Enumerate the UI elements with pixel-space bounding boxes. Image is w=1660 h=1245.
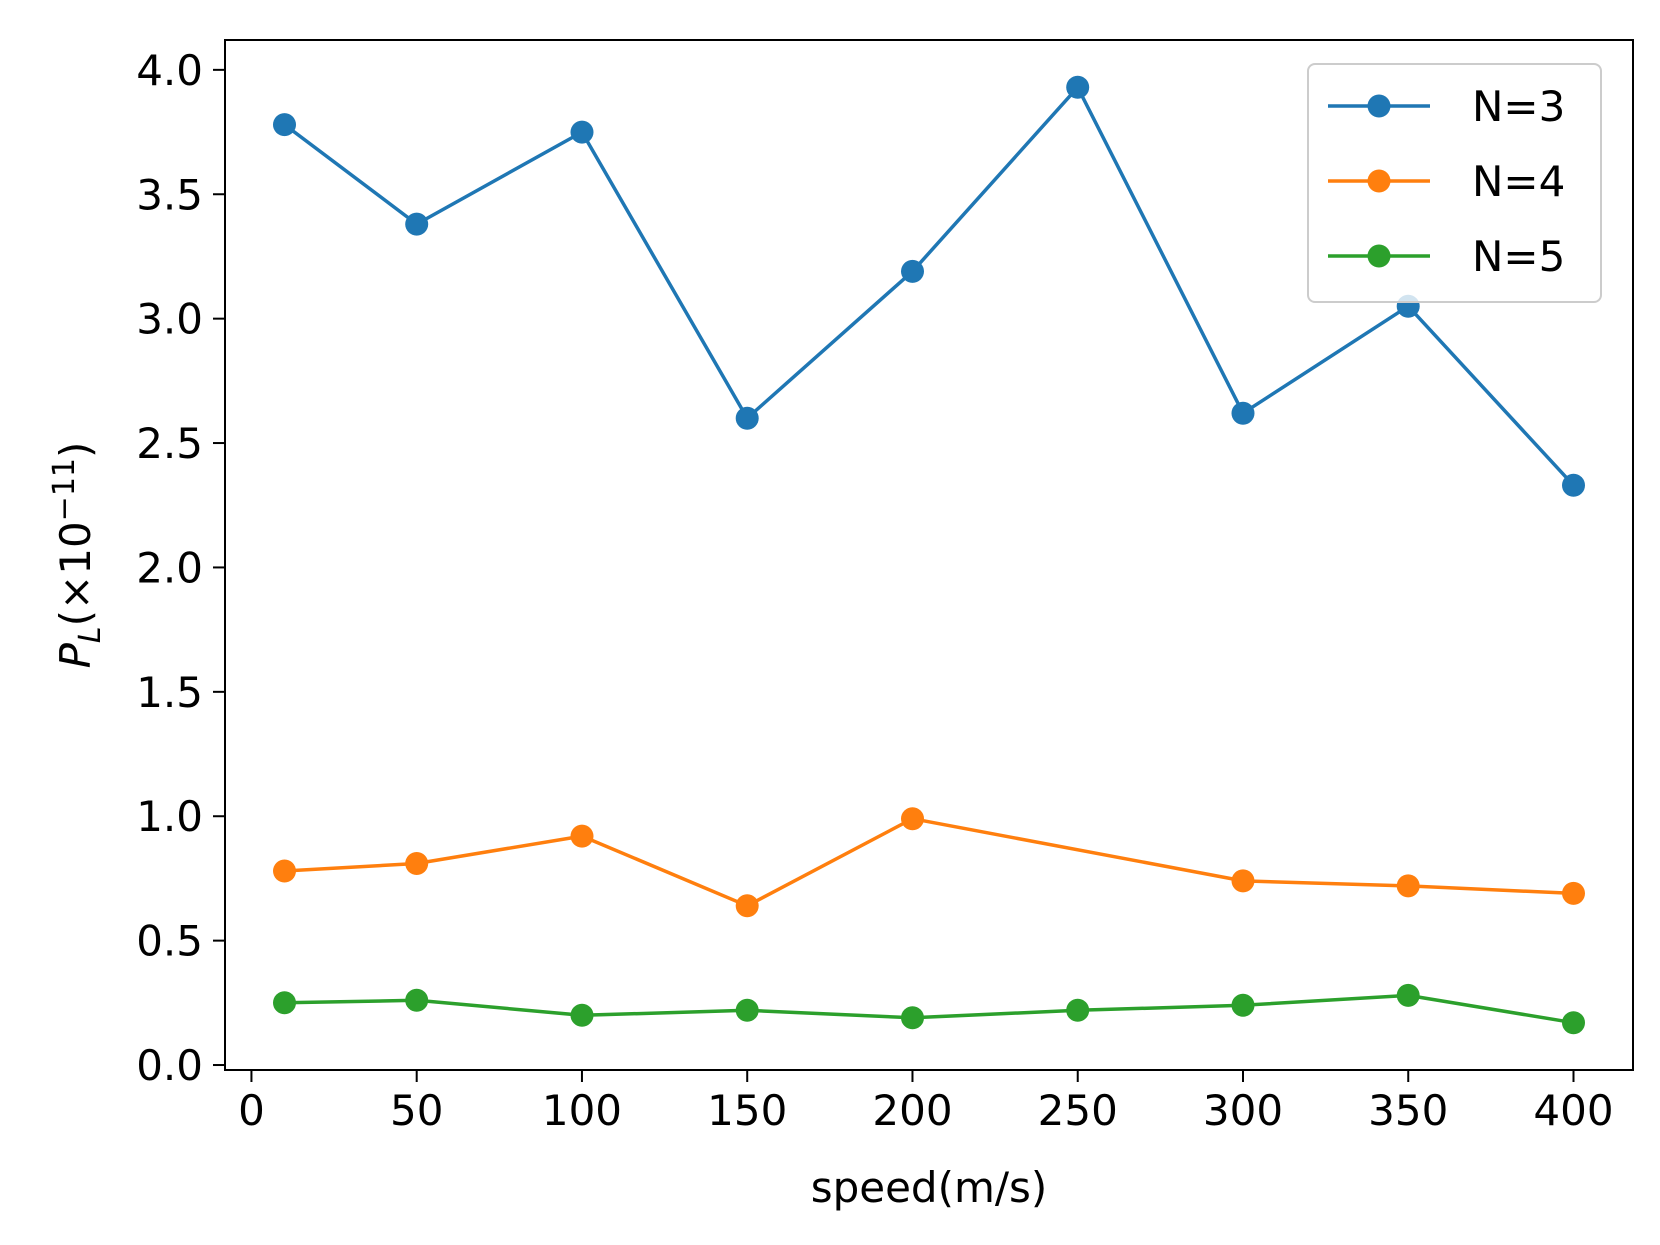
x-axis-ticks: 0 50 100 150 200 250 300 350 400 xyxy=(238,1070,1614,1135)
series-line-n-4 xyxy=(284,816,1574,908)
legend-label: N=4 xyxy=(1472,157,1565,206)
y-axis-label-exponent: −11 xyxy=(47,458,82,521)
y-tick-label: 0.0 xyxy=(136,1041,203,1090)
legend-marker xyxy=(1367,94,1391,118)
legend-entry-n-5: N=5 xyxy=(1328,232,1565,281)
data-point-n-3 xyxy=(273,113,296,137)
data-point-n-5 xyxy=(1231,993,1255,1017)
x-tick-label: 400 xyxy=(1533,1086,1613,1135)
x-tick-label: 300 xyxy=(1203,1086,1283,1135)
legend: N=3 N=4 N=5 xyxy=(1307,63,1602,303)
data-point-n-5 xyxy=(1066,998,1090,1022)
data-point-n-3 xyxy=(1562,473,1585,497)
data-point-n-3 xyxy=(901,259,924,283)
y-tick-label: 0.5 xyxy=(136,917,203,966)
legend-label: N=3 xyxy=(1472,82,1565,131)
data-point-n-4 xyxy=(273,859,296,883)
data-point-n-4 xyxy=(1562,881,1585,905)
x-axis-label: speed(m/s) xyxy=(811,1163,1048,1212)
data-point-n-4 xyxy=(1396,874,1420,898)
y-tick-label: 2.0 xyxy=(136,543,203,592)
series-n-3 xyxy=(273,75,1585,497)
y-tick-label: 4.0 xyxy=(136,46,203,95)
plot-frame xyxy=(224,39,1634,1071)
data-point-n-5 xyxy=(405,988,429,1012)
data-point-n-5 xyxy=(1396,983,1420,1007)
data-point-n-5 xyxy=(1562,1011,1585,1035)
x-tick-label: 50 xyxy=(390,1086,443,1135)
x-tick-label: 250 xyxy=(1038,1086,1118,1135)
data-point-n-5 xyxy=(570,1003,594,1027)
data-point-n-4 xyxy=(570,824,594,848)
y-axis-ticks: 0.0 0.5 1.0 1.5 2.0 2.5 3.0 3.5 4.0 xyxy=(136,46,225,1090)
legend-box xyxy=(1307,63,1602,303)
y-tick-label: 1.5 xyxy=(136,668,203,717)
y-tick-label: 2.5 xyxy=(136,419,203,468)
series-n-5 xyxy=(273,983,1585,1035)
y-tick-label: 3.5 xyxy=(136,170,203,219)
x-tick-label: 100 xyxy=(542,1086,622,1135)
x-tick-label: 0 xyxy=(238,1086,265,1135)
legend-entry-n-3: N=3 xyxy=(1328,82,1565,131)
data-point-n-3 xyxy=(1066,75,1090,99)
legend-marker xyxy=(1367,169,1391,193)
data-point-n-5 xyxy=(273,991,296,1015)
series-n-4 xyxy=(273,807,1585,918)
series-layer xyxy=(273,75,1585,1035)
y-axis-label-subscript: L xyxy=(73,626,108,643)
data-point-n-5 xyxy=(901,1006,924,1030)
y-axis-label-suffix: ) xyxy=(51,442,100,458)
data-point-n-3 xyxy=(1231,401,1255,425)
x-tick-label: 200 xyxy=(872,1086,952,1135)
y-axis-label: PL(×10−11) xyxy=(47,442,108,669)
data-point-n-4 xyxy=(405,852,429,875)
y-axis-label-base: P xyxy=(51,642,100,668)
data-point-n-4 xyxy=(1231,869,1255,893)
y-tick-label: 3.0 xyxy=(136,295,203,344)
data-point-n-5 xyxy=(735,998,759,1022)
y-axis-label-prefix: (×10 xyxy=(51,521,100,626)
x-tick-label: 150 xyxy=(707,1086,787,1135)
x-tick-label: 350 xyxy=(1368,1086,1448,1135)
data-point-n-3 xyxy=(570,120,594,144)
data-point-n-4 xyxy=(735,894,759,918)
data-point-n-4 xyxy=(901,807,924,831)
data-point-n-3 xyxy=(735,406,759,430)
data-point-n-3 xyxy=(405,212,429,236)
legend-marker xyxy=(1367,244,1391,268)
legend-label: N=5 xyxy=(1472,232,1565,281)
y-tick-label: 1.0 xyxy=(136,792,203,841)
legend-entry-n-4: N=4 xyxy=(1328,157,1565,206)
